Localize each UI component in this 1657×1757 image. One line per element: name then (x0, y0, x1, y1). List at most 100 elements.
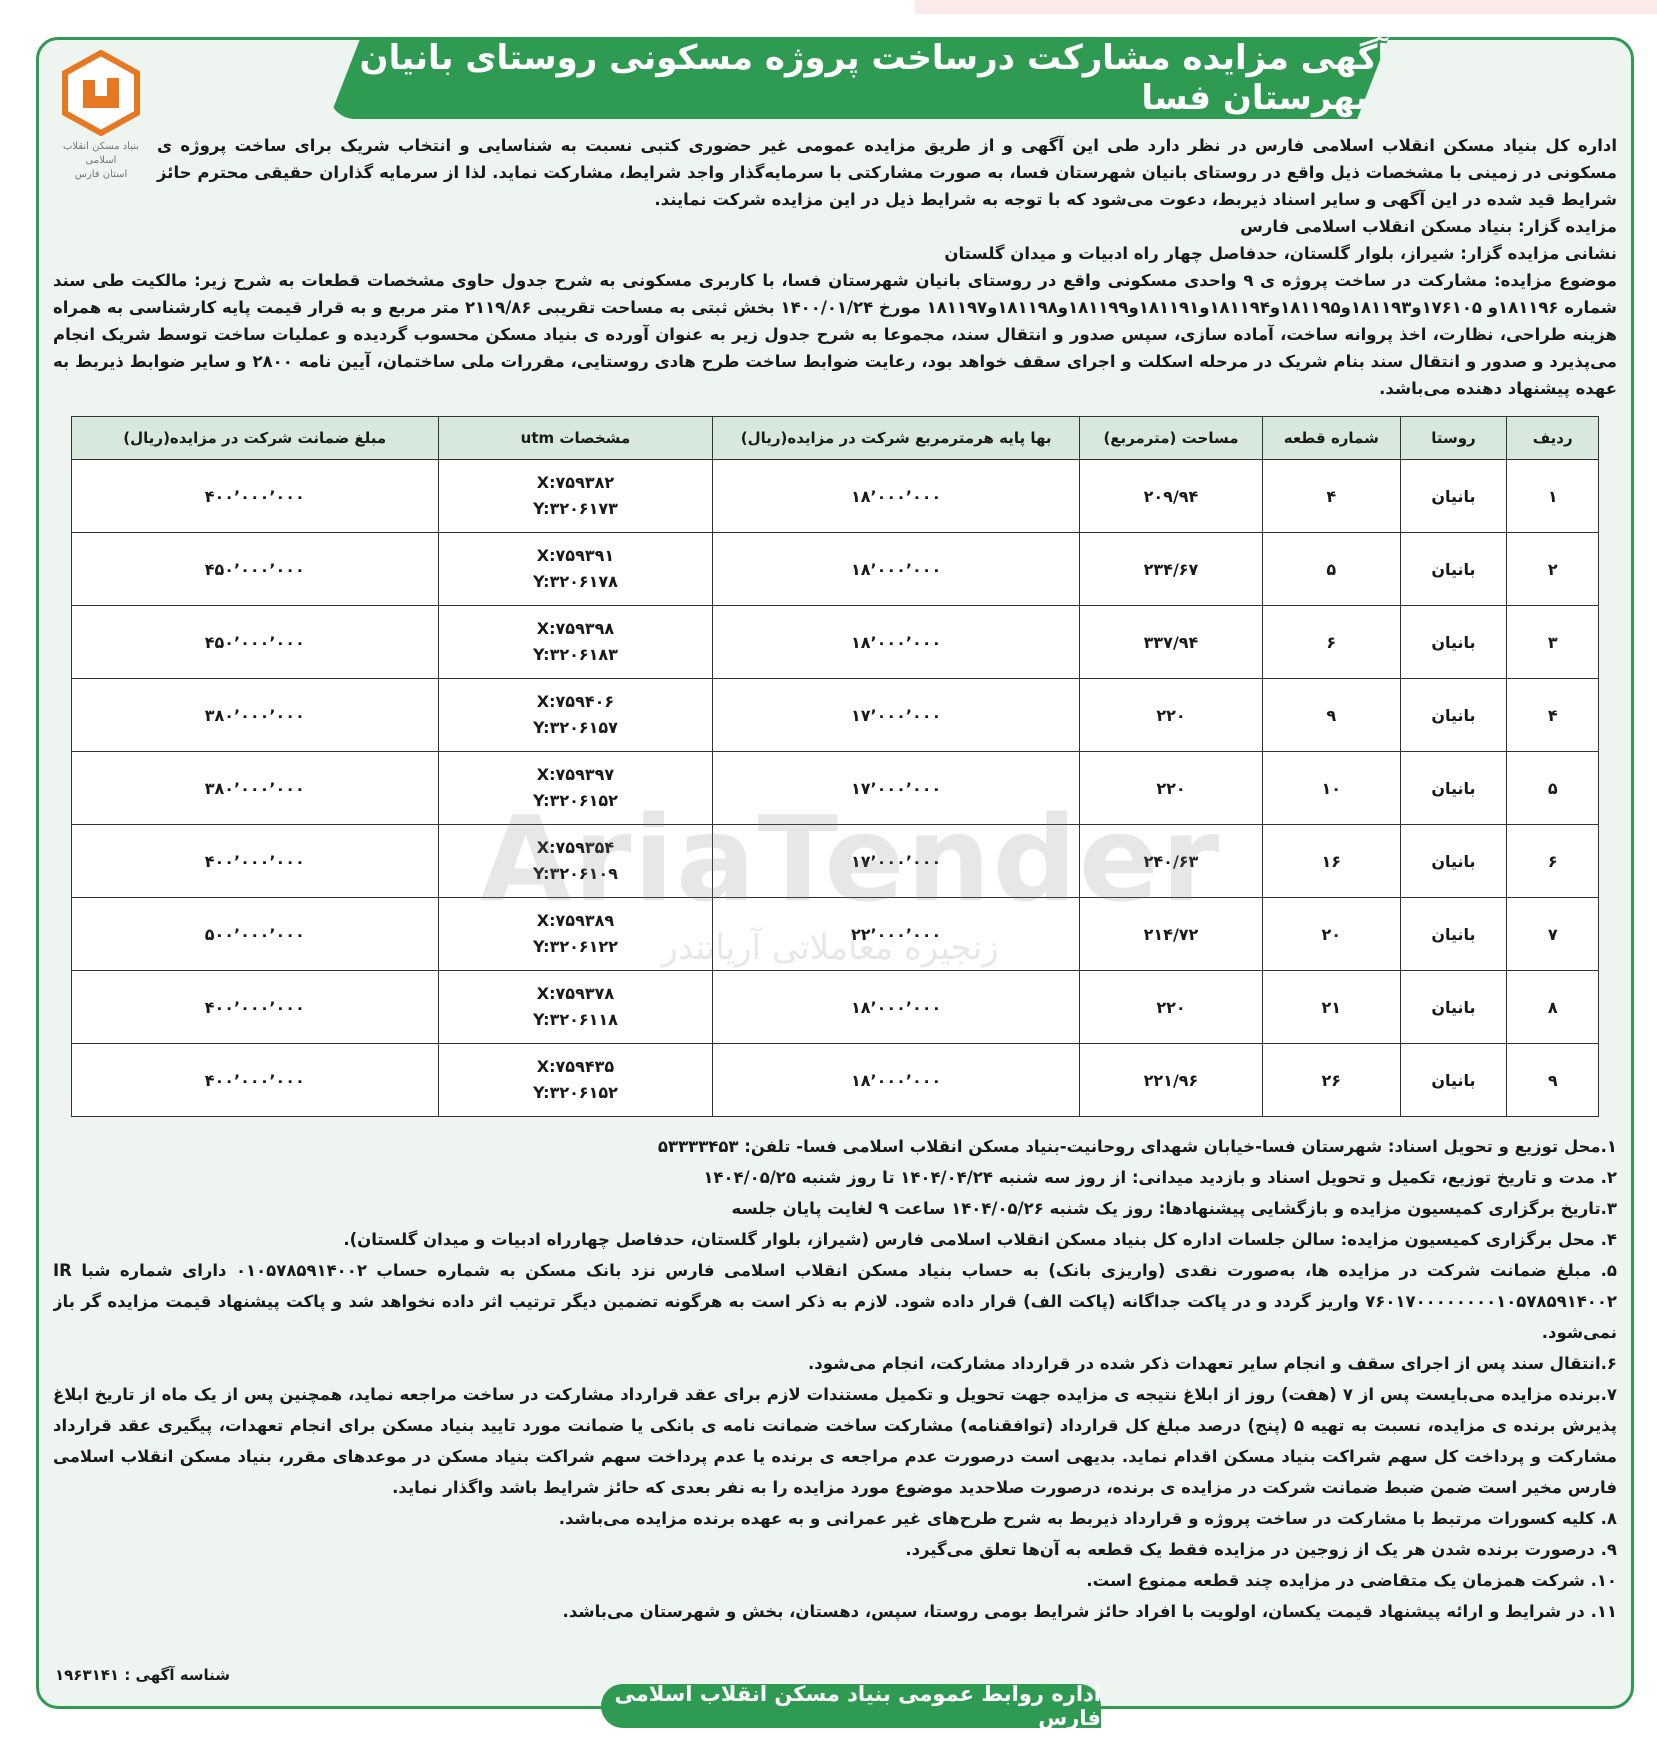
condition: ۶.انتقال سند پس از اجرای سقف و انجام سای… (808, 1354, 1617, 1373)
table-cell: ۲۶ (1262, 1043, 1401, 1117)
table-row: ۹ بانیان ۲۶ ۲۲۱/۹۶ ۱۸٬۰۰۰٬۰۰۰ X:۷۵۹۴۳۵ Y:۳۲۰۶۱… (71, 1043, 1599, 1117)
top-strip (915, 0, 1657, 14)
table-cell: ۵ (1262, 532, 1401, 606)
condition: ۱.محل توزیع و تحویل اسناد: شهرستان فسا-خ… (657, 1137, 1617, 1156)
table-cell: بانیان (1399, 824, 1508, 898)
table-cell: ۱۷٬۰۰۰٬۰۰۰ (712, 678, 1080, 752)
column-header: بها پایه هرمترمربع شرکت در مزایده(ریال) (712, 416, 1080, 460)
table-cell: ۴۵۰٬۰۰۰٬۰۰۰ (71, 532, 439, 606)
table-cell: ۱۷٬۰۰۰٬۰۰۰ (712, 824, 1080, 898)
table-cell: ۱۸٬۰۰۰٬۰۰۰ (712, 459, 1080, 533)
ad-id: شناسه آگهی : ۱۹۶۳۱۴۱ (55, 1666, 231, 1684)
title: آگهی مزایده مشارکت درساخت پروژه مسکونی ر… (329, 37, 1389, 119)
utm-coordinate: Y:۳۲۰۶۱۷۳ (532, 499, 618, 518)
condition: ۲. مدت و تاریخ توزیع، تکمیل و تحویل اسنا… (703, 1168, 1617, 1187)
table-cell: بانیان (1399, 751, 1508, 825)
column-header: شماره قطعه (1262, 416, 1401, 460)
table-cell: ۱۷٬۰۰۰٬۰۰۰ (712, 751, 1080, 825)
table-cell: ۲۲۰ (1078, 751, 1264, 825)
table-cell: ۶ (1506, 824, 1599, 898)
column-header: ردیف (1506, 416, 1599, 460)
condition: ۷.برنده مزایده می‌بایست پس از ۷ (هفت) رو… (53, 1385, 1617, 1497)
utm-coordinate: Y:۳۲۰۶۱۲۲ (532, 937, 618, 956)
table-row: ۲ بانیان ۵ ۲۳۴/۶۷ ۱۸٬۰۰۰٬۰۰۰ X:۷۵۹۳۹۱ Y:۳۲۰۶۱۷… (71, 532, 1599, 606)
condition: ۱۰. شرکت همزمان یک متقاضی در مزایده چند … (1086, 1571, 1617, 1590)
column-header: روستا (1399, 416, 1508, 460)
utm-coordinate: Y:۳۲۰۶۱۰۹ (532, 864, 618, 883)
table-cell: ۸ (1506, 970, 1599, 1044)
column-header: مبلغ ضمانت شرکت در مزایده(ریال) (71, 416, 439, 460)
table-cell: ۳ (1506, 605, 1599, 679)
utm-coordinate: X:۷۵۹۴۰۶ (536, 692, 615, 711)
table-cell: ۲۰ (1262, 897, 1401, 971)
condition: ۴. محل برگزاری کمیسیون مزایده: سالن جلسا… (343, 1230, 1617, 1249)
table-cell: ۲۱ (1262, 970, 1401, 1044)
table-cell: ۱۸٬۰۰۰٬۰۰۰ (712, 970, 1080, 1044)
table-row: ۵ بانیان ۱۰ ۲۲۰ ۱۷٬۰۰۰٬۰۰۰ X:۷۵۹۳۹۷ Y:۳۲۰۶۱۵۲ ۳… (71, 751, 1599, 825)
table-cell: ۲۴۰/۶۳ (1078, 824, 1264, 898)
table-cell: ۴ (1506, 678, 1599, 752)
utm-coordinate: Y:۳۲۰۶۱۷۸ (532, 572, 618, 591)
utm-coordinate: X:۷۵۹۳۵۴ (536, 838, 615, 857)
table-body: ۱ بانیان ۴ ۲۰۹/۹۴ ۱۸٬۰۰۰٬۰۰۰ X:۷۵۹۳۸۲ Y:۳۲۰۶۱۷… (71, 459, 1599, 1117)
table-cell: بانیان (1399, 897, 1508, 971)
table-row: ۳ بانیان ۶ ۳۳۷/۹۴ ۱۸٬۰۰۰٬۰۰۰ X:۷۵۹۳۹۸ Y:۳۲۰۶۱۸… (71, 605, 1599, 679)
table-cell: ۲۲۰ (1078, 970, 1264, 1044)
table-cell: بانیان (1399, 605, 1508, 679)
column-header: مساحت (مترمربع) (1078, 416, 1264, 460)
column-header: مشخصات utm (437, 416, 714, 460)
table-cell: ۱ (1506, 459, 1599, 533)
table-cell: ۱۸٬۰۰۰٬۰۰۰ (712, 532, 1080, 606)
table-cell: ۲۳۴/۶۷ (1078, 532, 1264, 606)
utm-coordinate: Y:۳۲۰۶۱۸۳ (532, 645, 618, 664)
table-cell: ۲۱۴/۷۲ (1078, 897, 1264, 971)
utm-coordinate: Y:۳۲۰۶۱۵۷ (532, 718, 618, 737)
condition: ۳.تاریخ برگزاری کمیسیون مزایده و بازگشای… (731, 1199, 1617, 1218)
utm-coordinate: X:۷۵۹۳۹۱ (536, 546, 615, 565)
utm-coordinate: X:۷۵۹۳۹۸ (536, 619, 615, 638)
utm-cell: X:۷۵۹۴۰۶ Y:۳۲۰۶۱۵۷ (437, 678, 714, 752)
lots-table: ردیف روستا شماره قطعه مساحت (مترمربع) بها پا… (71, 416, 1599, 1117)
ad-body: اداره کل بنیاد مسکن انقلاب اسلامی فارس د… (53, 132, 1617, 1646)
utm-cell: X:۷۵۹۴۳۵ Y:۳۲۰۶۱۵۲ (437, 1043, 714, 1117)
table-cell: ۲۰۹/۹۴ (1078, 459, 1264, 533)
utm-cell: X:۷۵۹۳۹۸ Y:۳۲۰۶۱۸۳ (437, 605, 714, 679)
table-cell: ۲ (1506, 532, 1599, 606)
table-row: ۸ بانیان ۲۱ ۲۲۰ ۱۸٬۰۰۰٬۰۰۰ X:۷۵۹۳۷۸ Y:۳۲۰۶۱۱۸ ۴… (71, 970, 1599, 1044)
table-cell: ۳۸۰٬۰۰۰٬۰۰۰ (71, 678, 439, 752)
table-cell: بانیان (1399, 970, 1508, 1044)
table-cell: ۲۲٬۰۰۰٬۰۰۰ (712, 897, 1080, 971)
table-row: ۶ بانیان ۱۶ ۲۴۰/۶۳ ۱۷٬۰۰۰٬۰۰۰ X:۷۵۹۳۵۴ Y:۳۲۰۶۱… (71, 824, 1599, 898)
logo-icon (62, 49, 140, 137)
table-row: ۴ بانیان ۹ ۲۲۰ ۱۷٬۰۰۰٬۰۰۰ X:۷۵۹۴۰۶ Y:۳۲۰۶۱۵۷ ۳۸… (71, 678, 1599, 752)
table-cell: ۷ (1506, 897, 1599, 971)
utm-coordinate: X:۷۵۹۳۸۹ (536, 911, 615, 930)
utm-coordinate: Y:۳۲۰۶۱۵۲ (532, 791, 618, 810)
utm-cell: X:۷۵۹۳۷۸ Y:۳۲۰۶۱۱۸ (437, 970, 714, 1044)
table-cell: ۴۰۰٬۰۰۰٬۰۰۰ (71, 459, 439, 533)
utm-coordinate: X:۷۵۹۳۸۲ (536, 473, 615, 492)
header-row: ردیف روستا شماره قطعه مساحت (مترمربع) بها پا… (71, 416, 1599, 460)
utm-coordinate: Y:۳۲۰۶۱۵۲ (532, 1083, 618, 1102)
table-cell: ۳۳۷/۹۴ (1078, 605, 1264, 679)
table-cell: بانیان (1399, 1043, 1508, 1117)
table-cell: ۴ (1262, 459, 1401, 533)
organizer: مزایده گزار: بنیاد مسکن انقلاب اسلامی فا… (1240, 217, 1617, 236)
logo-text: بنیاد مسکن انقلاب اسلامی (62, 141, 140, 166)
table-cell: ۴۰۰٬۰۰۰٬۰۰۰ (71, 824, 439, 898)
utm-coordinate: X:۷۵۹۴۳۵ (536, 1057, 615, 1076)
conditions: ۱.محل توزیع و تحویل اسناد: شهرستان فسا-خ… (53, 1131, 1617, 1627)
table-cell: ۱۰ (1262, 751, 1401, 825)
table-cell: ۴۰۰٬۰۰۰٬۰۰۰ (71, 970, 439, 1044)
utm-coordinate: Y:۳۲۰۶۱۱۸ (532, 1010, 618, 1029)
table-cell: بانیان (1399, 678, 1508, 752)
utm-cell: X:۷۵۹۳۵۴ Y:۳۲۰۶۱۰۹ (437, 824, 714, 898)
table-cell: ۲۲۱/۹۶ (1078, 1043, 1264, 1117)
table-cell: ۹ (1506, 1043, 1599, 1117)
table-cell: ۶ (1262, 605, 1401, 679)
utm-coordinate: X:۷۵۹۳۷۸ (536, 984, 615, 1003)
table-cell: ۳۸۰٬۰۰۰٬۰۰۰ (71, 751, 439, 825)
utm-coordinate: X:۷۵۹۳۹۷ (536, 765, 615, 784)
table-cell: ۴۰۰٬۰۰۰٬۰۰۰ (71, 1043, 439, 1117)
